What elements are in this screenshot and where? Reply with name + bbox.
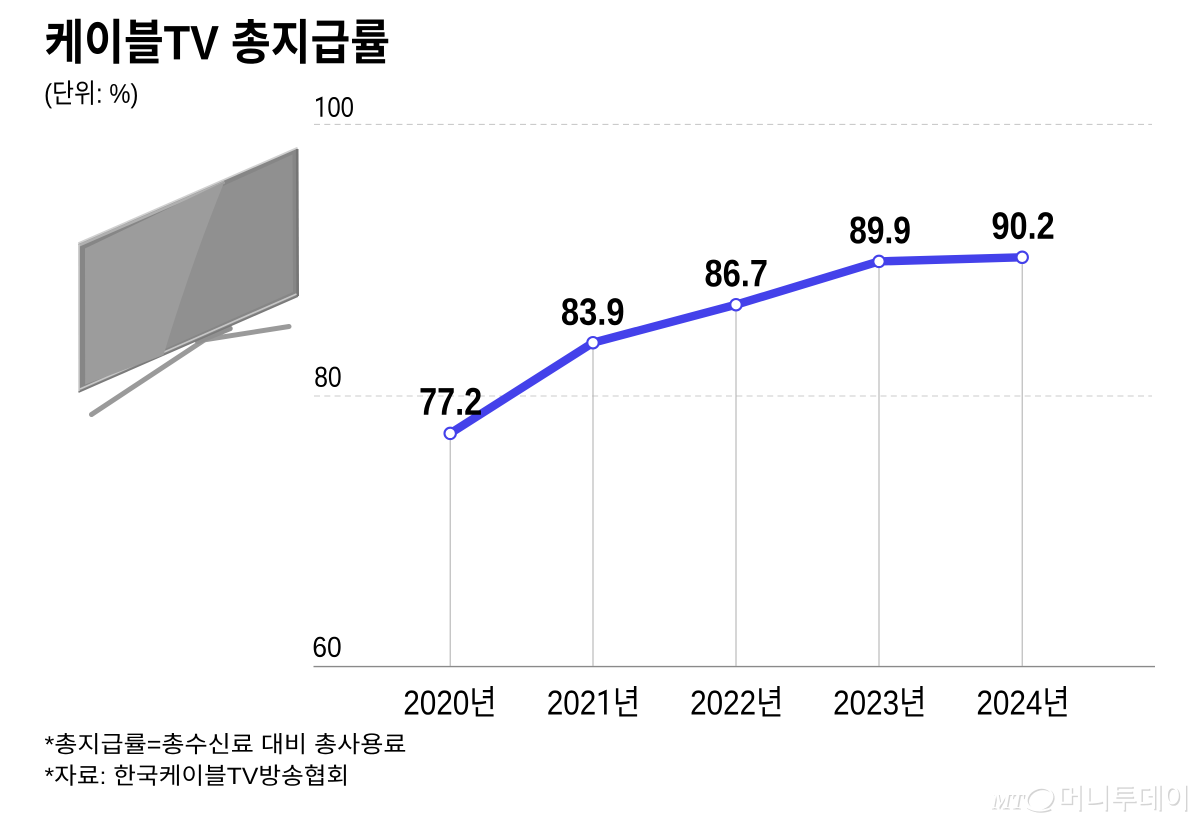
- svg-text:MT: MT: [991, 789, 1026, 814]
- svg-text:MT: MT: [990, 788, 1025, 813]
